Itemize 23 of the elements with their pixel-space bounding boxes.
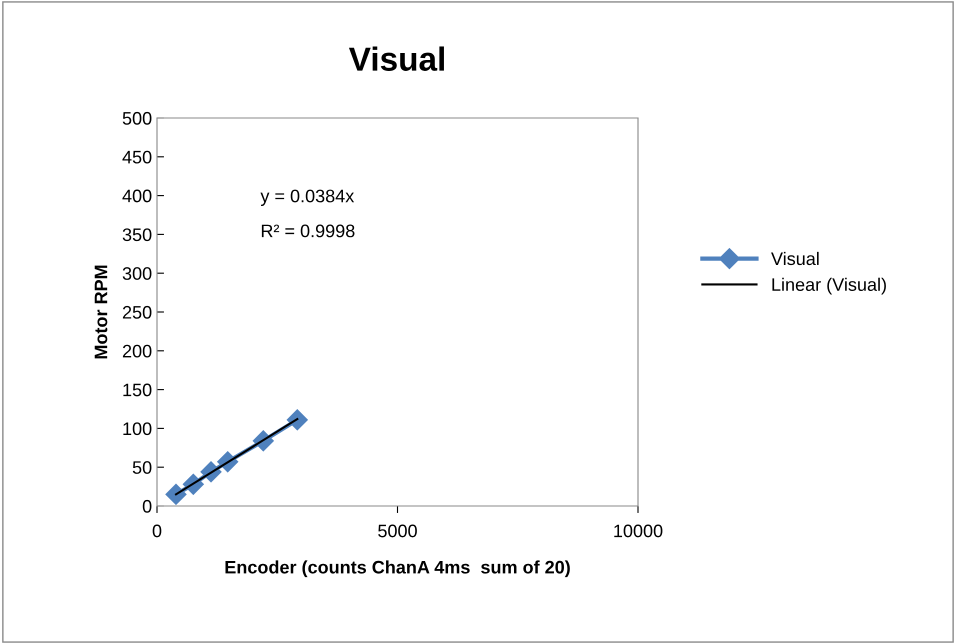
- x-tick-label: 0: [152, 524, 162, 538]
- y-tick-label: 100: [123, 422, 152, 436]
- y-tick-label: 400: [122, 190, 152, 202]
- y-tick-label: 450: [122, 150, 152, 164]
- annotation: R² = 0.9998: [262, 224, 354, 238]
- y-tick-label: 500: [122, 112, 152, 125]
- y-tick-label: 0: [142, 500, 152, 513]
- point: [165, 484, 187, 505]
- x-tick-label: 10000: [614, 524, 662, 538]
- y-tick-label: 150: [123, 384, 152, 396]
- legend-label: Visual: [771, 252, 819, 266]
- x-axis-title: Encoder (counts ChanA 4ms sum of 20): [225, 560, 570, 578]
- y-tick-label: 50: [132, 461, 152, 474]
- y-tick-label: 300: [122, 267, 152, 280]
- y-tick-label: 200: [122, 344, 152, 358]
- y-tick-label: 250: [122, 306, 152, 319]
- chart-title: Visual: [348, 46, 444, 71]
- point: [286, 409, 308, 430]
- x-tick-label: 5000: [378, 524, 417, 538]
- legend-label: Linear (Visual): [772, 278, 886, 295]
- annotation: y = 0.0384x: [260, 190, 354, 206]
- y-axis-title: Motor RPM: [94, 266, 108, 358]
- y-tick-label: 350: [122, 228, 152, 242]
